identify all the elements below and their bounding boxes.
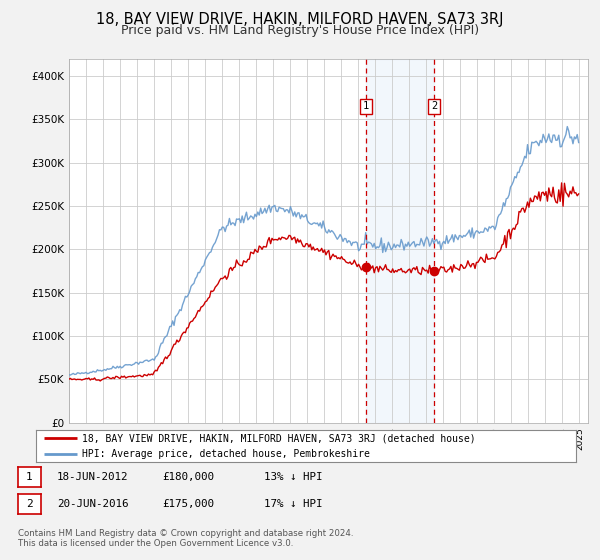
Text: HPI: Average price, detached house, Pembrokeshire: HPI: Average price, detached house, Pemb… bbox=[82, 449, 370, 459]
Text: £180,000: £180,000 bbox=[162, 472, 214, 482]
Text: Price paid vs. HM Land Registry's House Price Index (HPI): Price paid vs. HM Land Registry's House … bbox=[121, 24, 479, 36]
Text: 17% ↓ HPI: 17% ↓ HPI bbox=[264, 499, 323, 509]
Text: 2: 2 bbox=[431, 101, 437, 111]
Text: 2: 2 bbox=[26, 499, 33, 509]
Text: 18, BAY VIEW DRIVE, HAKIN, MILFORD HAVEN, SA73 3RJ: 18, BAY VIEW DRIVE, HAKIN, MILFORD HAVEN… bbox=[96, 12, 504, 27]
Text: 20-JUN-2016: 20-JUN-2016 bbox=[57, 499, 128, 509]
Text: £175,000: £175,000 bbox=[162, 499, 214, 509]
Text: 18-JUN-2012: 18-JUN-2012 bbox=[57, 472, 128, 482]
Text: 1: 1 bbox=[363, 101, 369, 111]
Text: 18, BAY VIEW DRIVE, HAKIN, MILFORD HAVEN, SA73 3RJ (detached house): 18, BAY VIEW DRIVE, HAKIN, MILFORD HAVEN… bbox=[82, 433, 476, 444]
Text: 1: 1 bbox=[26, 472, 33, 482]
Text: Contains HM Land Registry data © Crown copyright and database right 2024.: Contains HM Land Registry data © Crown c… bbox=[18, 529, 353, 538]
Text: This data is licensed under the Open Government Licence v3.0.: This data is licensed under the Open Gov… bbox=[18, 539, 293, 548]
Bar bbox=[366, 59, 434, 423]
Text: 13% ↓ HPI: 13% ↓ HPI bbox=[264, 472, 323, 482]
